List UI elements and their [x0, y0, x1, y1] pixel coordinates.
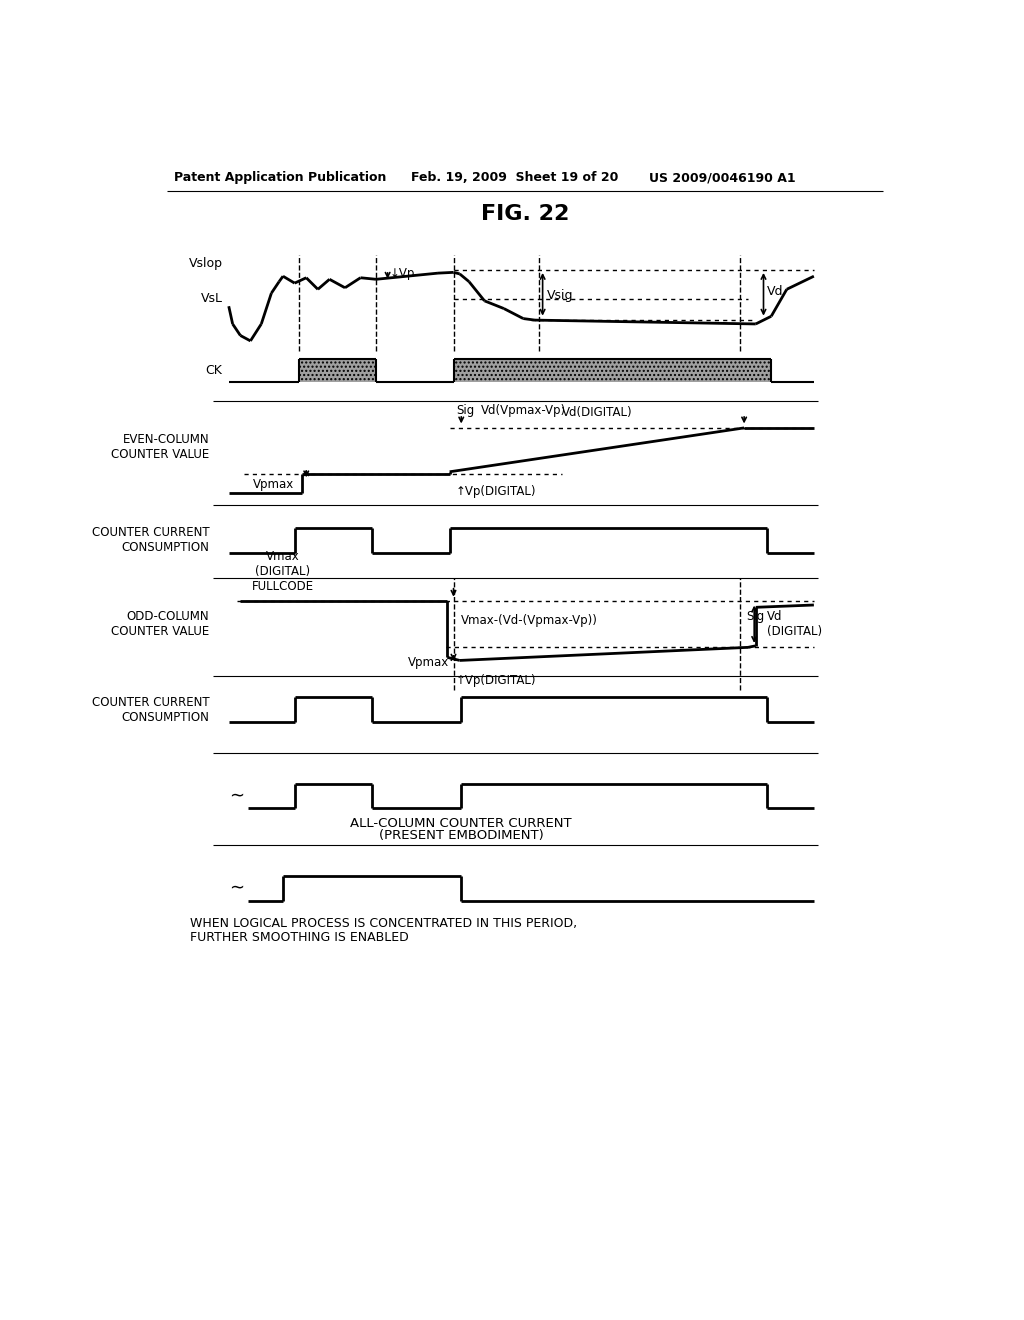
Text: EVEN-COLUMN
COUNTER VALUE: EVEN-COLUMN COUNTER VALUE: [112, 433, 209, 461]
Text: COUNTER CURRENT
CONSUMPTION: COUNTER CURRENT CONSUMPTION: [92, 527, 209, 554]
Text: WHEN LOGICAL PROCESS IS CONCENTRATED IN THIS PERIOD,: WHEN LOGICAL PROCESS IS CONCENTRATED IN …: [190, 917, 578, 931]
Text: Vd(DIGITAL): Vd(DIGITAL): [562, 407, 633, 418]
Text: Vd: Vd: [767, 285, 784, 298]
Text: ↓Vp: ↓Vp: [390, 267, 416, 280]
Text: Vslop: Vslop: [188, 257, 222, 271]
Text: VsL: VsL: [201, 292, 222, 305]
Text: Vsig: Vsig: [547, 289, 573, 302]
Text: Vmax-(Vd-(Vpmax-Vp)): Vmax-(Vd-(Vpmax-Vp)): [461, 614, 598, 627]
Text: ∼: ∼: [229, 879, 244, 898]
Text: FIG. 22: FIG. 22: [480, 203, 569, 224]
Text: ODD-COLUMN
COUNTER VALUE: ODD-COLUMN COUNTER VALUE: [112, 610, 209, 639]
Text: ↑Vp(DIGITAL): ↑Vp(DIGITAL): [456, 675, 537, 686]
Text: ↑Vp(DIGITAL): ↑Vp(DIGITAL): [456, 484, 537, 498]
Text: Vpmax: Vpmax: [409, 656, 450, 669]
Text: Vd
(DIGITAL): Vd (DIGITAL): [767, 610, 822, 639]
Text: Sig: Sig: [456, 404, 474, 417]
Text: Feb. 19, 2009  Sheet 19 of 20: Feb. 19, 2009 Sheet 19 of 20: [411, 172, 618, 185]
Text: Sig: Sig: [746, 610, 765, 623]
Text: COUNTER CURRENT
CONSUMPTION: COUNTER CURRENT CONSUMPTION: [92, 696, 209, 723]
Text: Vpmax: Vpmax: [253, 478, 295, 491]
Text: FURTHER SMOOTHING IS ENABLED: FURTHER SMOOTHING IS ENABLED: [190, 931, 409, 944]
Text: Patent Application Publication: Patent Application Publication: [174, 172, 387, 185]
Text: (PRESENT EMBODIMENT): (PRESENT EMBODIMENT): [379, 829, 544, 842]
Text: ALL-COLUMN COUNTER CURRENT: ALL-COLUMN COUNTER CURRENT: [350, 817, 572, 830]
Bar: [454, 359, 771, 381]
Text: CK: CK: [206, 363, 222, 376]
Text: US 2009/0046190 A1: US 2009/0046190 A1: [649, 172, 796, 185]
Text: ∼: ∼: [229, 787, 244, 805]
Bar: [299, 359, 376, 381]
Text: Vd(Vpmax-Vp): Vd(Vpmax-Vp): [480, 404, 565, 417]
Text: Vmax
(DIGITAL)
FULLCODE: Vmax (DIGITAL) FULLCODE: [252, 550, 314, 594]
